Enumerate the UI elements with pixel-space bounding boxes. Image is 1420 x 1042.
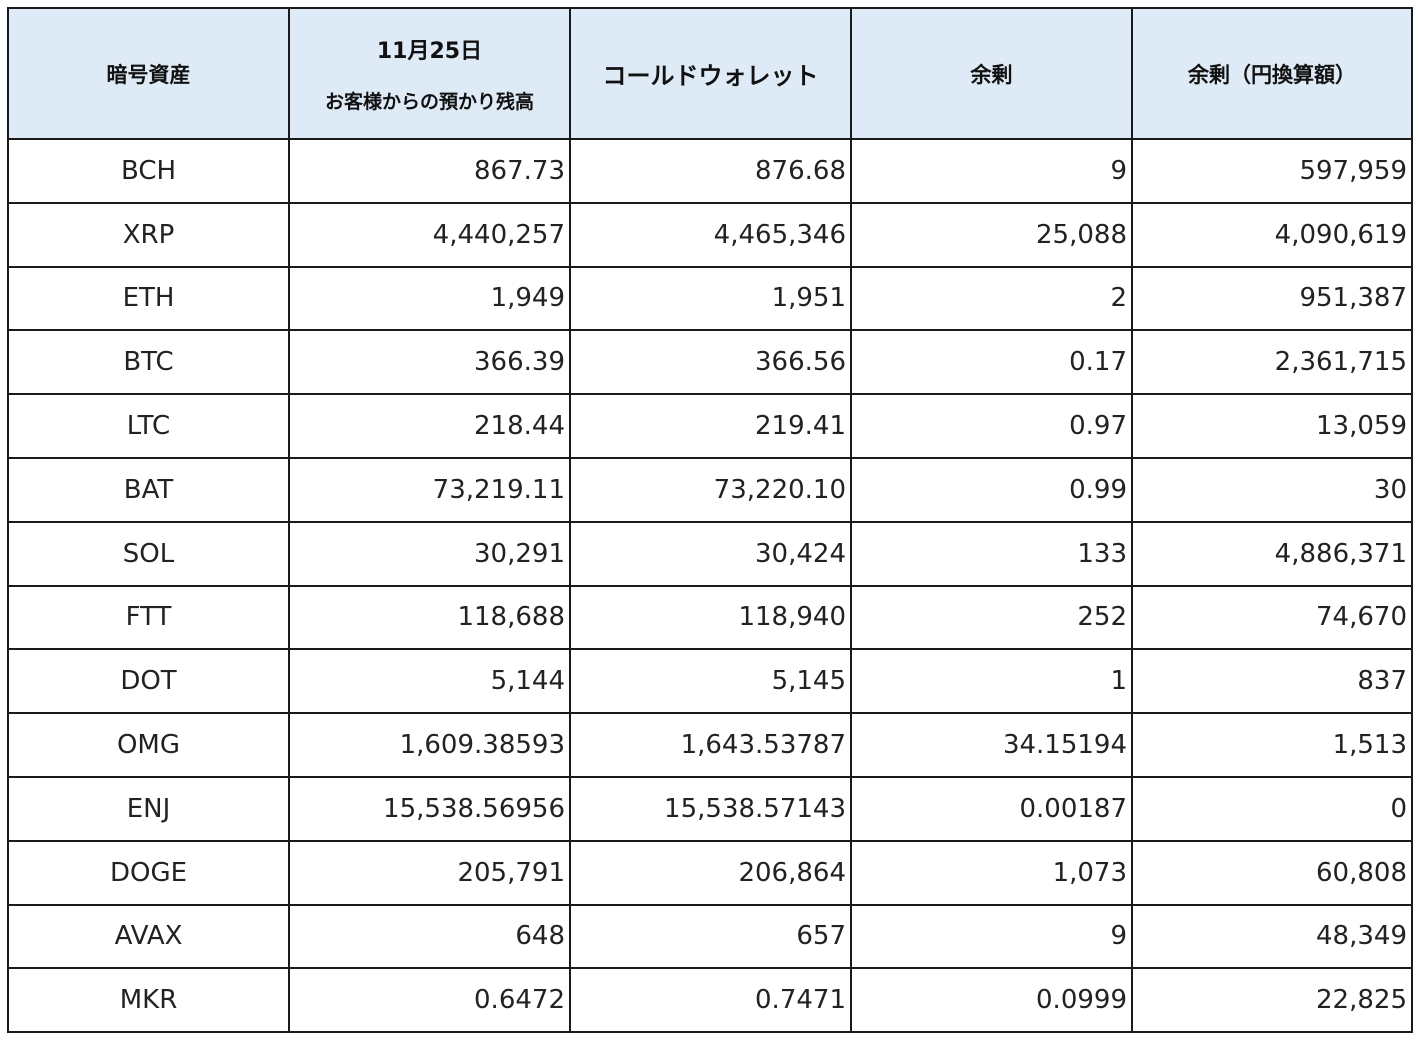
cell-cold-wallet: 366.56 (569, 329, 852, 396)
table-row: DOT 5,144 5,145 1 837 (7, 648, 1413, 715)
cell-customer-balance: 30,291 (288, 520, 571, 587)
cell-surplus: 9 (850, 138, 1133, 204)
cell-asset: XRP (7, 201, 290, 268)
header-row: 暗号資産 11月25日 お客様からの預かり残高 コールドウォレット 余剰 余剰（… (7, 7, 1413, 140)
cell-customer-balance: 1,949 (288, 265, 571, 332)
table-row: SOL 30,291 30,424 133 4,886,371 (7, 520, 1413, 587)
table-row: ETH 1,949 1,951 2 951,387 (7, 265, 1413, 332)
cell-surplus: 25,088 (850, 201, 1133, 268)
cell-surplus-jpy: 0 (1131, 775, 1413, 842)
cell-cold-wallet: 0.7471 (569, 967, 852, 1034)
table-container: 暗号資産 11月25日 お客様からの預かり残高 コールドウォレット 余剰 余剰（… (7, 7, 1413, 1034)
cell-cold-wallet: 206,864 (569, 839, 852, 906)
cell-surplus: 0.00187 (850, 775, 1133, 842)
table-row: FTT 118,688 118,940 252 74,670 (7, 584, 1413, 651)
cell-surplus: 9 (850, 903, 1133, 970)
header-surplus: 余剰 (850, 7, 1133, 140)
cell-customer-balance: 5,144 (288, 648, 571, 715)
table-body: BCH 867.73 876.68 9 597,959 XRP 4,440,257 4,465… (7, 138, 1413, 1034)
cell-asset: SOL (7, 520, 290, 587)
header-customer-balance: 11月25日 お客様からの預かり残高 (288, 7, 571, 140)
cell-customer-balance: 648 (288, 903, 571, 970)
table-row: LTC 218.44 219.41 0.97 13,059 (7, 393, 1413, 459)
cell-surplus-jpy: 2,361,715 (1131, 329, 1413, 396)
cell-customer-balance: 218.44 (288, 393, 571, 459)
cell-cold-wallet: 5,145 (569, 648, 852, 715)
cell-customer-balance: 867.73 (288, 138, 571, 204)
cell-cold-wallet: 30,424 (569, 520, 852, 587)
cell-cold-wallet: 657 (569, 903, 852, 970)
cell-surplus: 0.99 (850, 456, 1133, 523)
cell-customer-balance: 15,538.56956 (288, 775, 571, 842)
cell-surplus-jpy: 30 (1131, 456, 1413, 523)
cell-surplus: 133 (850, 520, 1133, 587)
cell-surplus: 252 (850, 584, 1133, 651)
cell-surplus: 1 (850, 648, 1133, 715)
cell-asset: AVAX (7, 903, 290, 970)
cell-surplus-jpy: 48,349 (1131, 903, 1413, 970)
table-row: ENJ 15,538.56956 15,538.57143 0.00187 0 (7, 775, 1413, 842)
cell-surplus: 0.97 (850, 393, 1133, 459)
cell-customer-balance: 4,440,257 (288, 201, 571, 268)
cell-customer-balance: 0.6472 (288, 967, 571, 1034)
cell-asset: DOT (7, 648, 290, 715)
cell-surplus-jpy: 951,387 (1131, 265, 1413, 332)
cell-asset: ENJ (7, 775, 290, 842)
cell-surplus: 0.0999 (850, 967, 1133, 1034)
cell-surplus: 1,073 (850, 839, 1133, 906)
cell-asset: LTC (7, 393, 290, 459)
header-cold-wallet: コールドウォレット (569, 7, 852, 140)
cell-customer-balance: 1,609.38593 (288, 712, 571, 778)
header-balance-date: 11月25日 (376, 39, 483, 64)
cell-cold-wallet: 1,951 (569, 265, 852, 332)
cell-surplus-jpy: 74,670 (1131, 584, 1413, 651)
cell-customer-balance: 366.39 (288, 329, 571, 396)
cell-surplus: 2 (850, 265, 1133, 332)
table-header: 暗号資産 11月25日 お客様からの預かり残高 コールドウォレット 余剰 余剰（… (7, 7, 1413, 140)
cell-asset: MKR (7, 967, 290, 1034)
cell-asset: ETH (7, 265, 290, 332)
cell-asset: BAT (7, 456, 290, 523)
cell-asset: DOGE (7, 839, 290, 906)
header-balance-label: お客様からの預かり残高 (324, 91, 534, 113)
table-row: MKR 0.6472 0.7471 0.0999 22,825 (7, 967, 1413, 1034)
header-surplus-jpy: 余剰（円換算額） (1131, 7, 1413, 140)
cell-surplus-jpy: 13,059 (1131, 393, 1413, 459)
cell-surplus: 0.17 (850, 329, 1133, 396)
cell-surplus-jpy: 60,808 (1131, 839, 1413, 906)
table-row: BAT 73,219.11 73,220.10 0.99 30 (7, 456, 1413, 523)
cell-surplus-jpy: 1,513 (1131, 712, 1413, 778)
cell-asset: OMG (7, 712, 290, 778)
crypto-reserve-table: 暗号資産 11月25日 お客様からの預かり残高 コールドウォレット 余剰 余剰（… (7, 7, 1413, 1034)
cell-asset: BTC (7, 329, 290, 396)
header-asset: 暗号資産 (7, 7, 290, 140)
table-row: AVAX 648 657 9 48,349 (7, 903, 1413, 970)
table-row: BTC 366.39 366.56 0.17 2,361,715 (7, 329, 1413, 396)
cell-cold-wallet: 4,465,346 (569, 201, 852, 268)
cell-surplus: 34.15194 (850, 712, 1133, 778)
cell-cold-wallet: 15,538.57143 (569, 775, 852, 842)
table-row: OMG 1,609.38593 1,643.53787 34.15194 1,513 (7, 712, 1413, 778)
table-row: DOGE 205,791 206,864 1,073 60,808 (7, 839, 1413, 906)
cell-surplus-jpy: 4,886,371 (1131, 520, 1413, 587)
table-row: XRP 4,440,257 4,465,346 25,088 4,090,619 (7, 201, 1413, 268)
cell-surplus-jpy: 4,090,619 (1131, 201, 1413, 268)
cell-asset: FTT (7, 584, 290, 651)
table-row: BCH 867.73 876.68 9 597,959 (7, 138, 1413, 204)
cell-cold-wallet: 876.68 (569, 138, 852, 204)
cell-cold-wallet: 118,940 (569, 584, 852, 651)
cell-cold-wallet: 73,220.10 (569, 456, 852, 523)
cell-cold-wallet: 1,643.53787 (569, 712, 852, 778)
cell-asset: BCH (7, 138, 290, 204)
cell-customer-balance: 205,791 (288, 839, 571, 906)
cell-customer-balance: 118,688 (288, 584, 571, 651)
cell-surplus-jpy: 837 (1131, 648, 1413, 715)
cell-surplus-jpy: 597,959 (1131, 138, 1413, 204)
cell-customer-balance: 73,219.11 (288, 456, 571, 523)
cell-surplus-jpy: 22,825 (1131, 967, 1413, 1034)
cell-cold-wallet: 219.41 (569, 393, 852, 459)
